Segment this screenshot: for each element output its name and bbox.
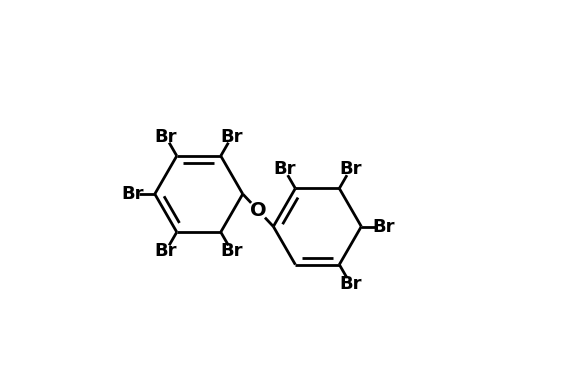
Text: Br: Br bbox=[273, 160, 296, 178]
Text: Br: Br bbox=[155, 128, 177, 146]
Text: Br: Br bbox=[155, 242, 177, 260]
Text: Br: Br bbox=[121, 185, 144, 203]
Text: O: O bbox=[250, 201, 266, 220]
Text: Br: Br bbox=[221, 128, 243, 146]
Text: Br: Br bbox=[221, 242, 243, 260]
Text: Br: Br bbox=[339, 160, 362, 178]
Text: Br: Br bbox=[372, 218, 395, 236]
Text: Br: Br bbox=[339, 275, 362, 293]
